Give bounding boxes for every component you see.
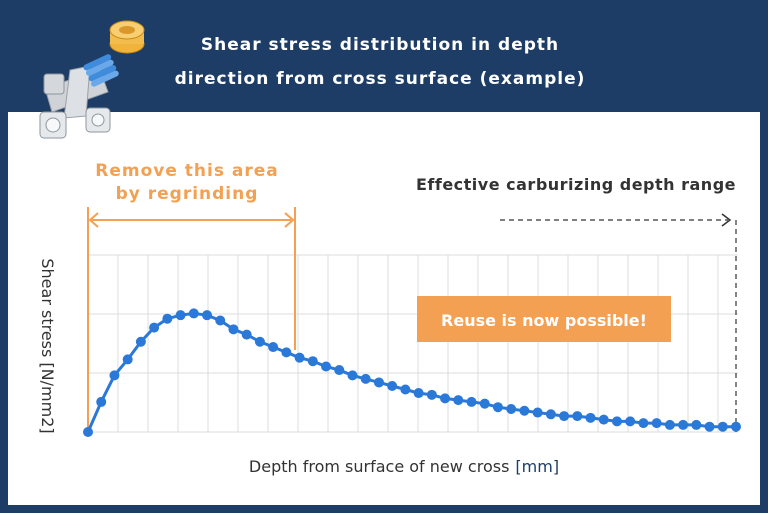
data-point [215, 315, 226, 326]
data-point [532, 407, 543, 418]
data-point [545, 409, 556, 420]
data-point [611, 416, 622, 427]
data-point [519, 405, 530, 416]
universal-joint-cross-icon [39, 20, 145, 139]
x-axis-label-text: Depth from surface of new cross [249, 457, 510, 476]
data-point [598, 414, 609, 425]
y-axis-label: Shear stress [N/mm2] [38, 258, 57, 433]
data-point [400, 384, 411, 395]
data-point [426, 389, 437, 400]
data-point [731, 421, 741, 432]
series-points [83, 308, 741, 437]
data-point [413, 388, 424, 399]
data-point [585, 412, 596, 423]
data-point [135, 336, 146, 347]
data-point [678, 419, 689, 430]
data-point [559, 411, 570, 422]
data-point [162, 313, 173, 324]
data-point [268, 342, 279, 353]
data-point [175, 310, 186, 321]
data-point [651, 418, 662, 429]
chart-title-line1: Shear stress distribution in depth [200, 35, 560, 55]
data-point [572, 411, 583, 422]
data-point [254, 336, 265, 347]
data-point [281, 347, 292, 358]
data-point [704, 421, 715, 432]
data-point [717, 421, 728, 432]
x-axis-label-unit: [mm] [515, 457, 559, 476]
data-point [664, 419, 675, 430]
effective-range-arrow [500, 213, 737, 432]
data-point [241, 329, 252, 340]
data-point [83, 427, 93, 437]
data-point [625, 416, 636, 427]
reuse-badge-label: Reuse is now possible! [441, 311, 647, 330]
reuse-badge: Reuse is now possible! [417, 296, 671, 342]
data-point [453, 395, 464, 406]
regrind-label-line2: by regrinding [116, 184, 259, 204]
regrind-bracket [87, 207, 296, 432]
data-point [96, 396, 107, 407]
data-point [479, 398, 490, 409]
regrind-label-line1: Remove this area [95, 161, 279, 181]
data-point [638, 418, 649, 429]
data-point [122, 354, 133, 365]
data-point [321, 361, 332, 372]
data-point [109, 370, 120, 381]
chart-title-line2: direction from cross surface (example) [174, 69, 586, 89]
chart-title: Shear stress distribution in depth direc… [170, 28, 590, 96]
data-point [294, 352, 305, 363]
data-point [506, 403, 517, 414]
data-point [149, 322, 160, 333]
chart-grid [87, 254, 738, 432]
data-point [228, 324, 239, 335]
data-point [334, 365, 345, 376]
data-point [202, 310, 213, 321]
data-point [466, 396, 477, 407]
data-point [440, 393, 451, 404]
data-point [360, 373, 371, 384]
data-point [691, 419, 702, 430]
x-axis-label: Depth from surface of new cross [mm] [249, 457, 559, 476]
data-point [307, 356, 318, 367]
data-point [188, 308, 199, 319]
data-point [387, 380, 398, 391]
data-point [347, 370, 358, 381]
data-point [373, 377, 384, 388]
data-point [492, 402, 503, 413]
effective-range-label: Effective carburizing depth range [416, 175, 736, 194]
